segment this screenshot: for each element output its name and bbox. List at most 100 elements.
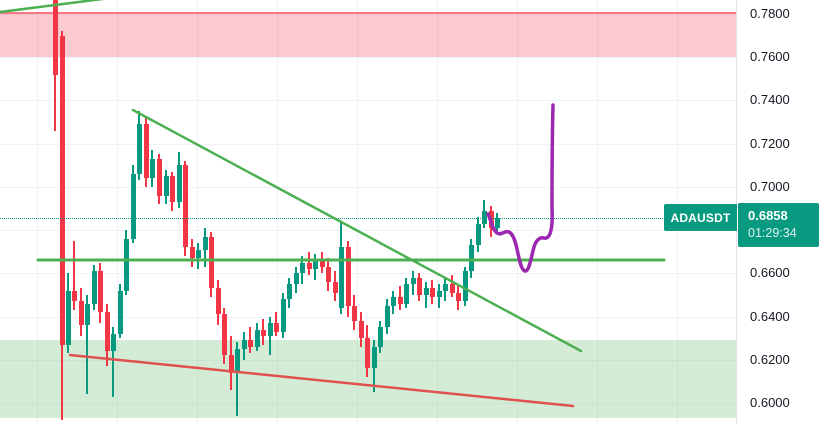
- chart-plot-area[interactable]: [0, 0, 737, 424]
- price-axis-label: 0.6400: [750, 308, 790, 324]
- candle-up: [377, 327, 383, 347]
- price-axis-label: 0.7000: [750, 178, 790, 194]
- candle-up: [65, 290, 71, 345]
- vertical-gridline: [517, 0, 518, 424]
- vertical-gridline: [357, 0, 358, 424]
- candle-up: [371, 346, 377, 369]
- candle-up: [286, 284, 292, 300]
- candle-down: [156, 158, 162, 196]
- candle-down: [260, 329, 266, 336]
- candle-wick: [425, 281, 427, 308]
- horizontal-gridline: [0, 403, 736, 404]
- candle-down: [325, 266, 331, 282]
- candle-up: [390, 297, 396, 306]
- candle-down: [208, 236, 214, 289]
- price-axis-label: 0.7600: [750, 49, 790, 65]
- price-axis-label: 0.7200: [750, 135, 790, 151]
- horizontal-gridline: [0, 186, 736, 188]
- candle-down: [247, 340, 253, 347]
- candle-down: [273, 323, 279, 332]
- vertical-gridline: [277, 0, 278, 424]
- candle-up: [110, 333, 116, 352]
- candle-up: [338, 247, 344, 308]
- candle-down: [71, 290, 77, 302]
- candle-down: [416, 277, 422, 295]
- candle-up: [241, 340, 247, 349]
- horizontal-gridline: [0, 14, 736, 15]
- current-price-line: [0, 217, 736, 219]
- price-axis-label: 0.7400: [750, 92, 790, 108]
- candle-up: [195, 249, 201, 259]
- candle-up: [312, 260, 318, 269]
- candle-down: [351, 305, 357, 321]
- vertical-gridline: [117, 0, 118, 424]
- symbol-tag: ADAUSDT: [664, 204, 737, 231]
- candle-wick: [236, 342, 238, 416]
- price-axis-label: 0.6200: [750, 351, 790, 367]
- candle-down: [143, 124, 149, 179]
- candle-up: [423, 288, 429, 295]
- symbol-tag-label: ADAUSDT: [670, 210, 731, 225]
- last-price-badge: 0.6858 01:29:34: [738, 203, 819, 247]
- ascending-trendline-top-left[interactable]: [0, 0, 118, 14]
- candle-down: [319, 260, 325, 267]
- candle-down: [306, 262, 312, 269]
- vertical-gridline: [437, 0, 438, 424]
- candle-down: [345, 247, 351, 306]
- candle-up: [442, 284, 448, 291]
- bar-countdown: 01:29:34: [748, 226, 797, 240]
- horizontal-gridline: [0, 100, 736, 102]
- candle-up: [462, 271, 468, 302]
- candle-wick: [86, 294, 88, 395]
- candle-down: [215, 288, 221, 315]
- price-axis-label: 0.6000: [750, 395, 790, 410]
- candle-down: [59, 35, 65, 345]
- vertical-gridline: [597, 0, 598, 424]
- horizontal-gridline: [0, 316, 736, 318]
- candle-up: [117, 290, 123, 334]
- candle-down: [429, 288, 435, 298]
- horizontal-gridline: [0, 273, 736, 275]
- candle-down: [449, 284, 455, 293]
- candle-down: [52, 0, 58, 75]
- candle-down: [332, 281, 338, 293]
- candle-down: [358, 320, 364, 339]
- candle-up: [280, 299, 286, 332]
- horizontal-gridline: [0, 230, 736, 232]
- descending-trendline[interactable]: [131, 108, 583, 353]
- candle-up: [436, 290, 442, 298]
- candle-up: [202, 236, 208, 250]
- candle-up: [384, 305, 390, 328]
- supply-zone[interactable]: [0, 11, 736, 58]
- candle-up: [84, 303, 90, 326]
- last-price-value: 0.6858: [748, 208, 788, 223]
- candle-wick: [269, 316, 271, 356]
- candle-down: [97, 271, 103, 313]
- candle-up: [403, 284, 409, 304]
- candle-up: [475, 223, 481, 246]
- candle-down: [228, 355, 234, 373]
- candle-down: [104, 312, 110, 352]
- candle-up: [163, 176, 169, 196]
- horizontal-gridline: [0, 57, 736, 59]
- candle-wick: [73, 240, 75, 311]
- price-axis-label: 0.6600: [750, 265, 790, 281]
- candle-down: [397, 297, 403, 304]
- candle-up: [123, 238, 129, 291]
- candle-down: [221, 314, 227, 356]
- candle-down: [182, 165, 188, 248]
- candle-down: [169, 176, 175, 202]
- drawings-overlay[interactable]: [0, 0, 737, 424]
- lower-descending-trendline[interactable]: [68, 353, 575, 408]
- candle-up: [176, 165, 182, 202]
- candle-up: [494, 217, 500, 228]
- candle-up: [130, 173, 136, 239]
- candle-wick: [112, 327, 114, 397]
- price-axis-label: 0.7800: [750, 6, 790, 21]
- candle-up: [254, 329, 260, 347]
- purple-projection-path[interactable]: [486, 103, 555, 273]
- candle-up: [267, 323, 273, 336]
- candle-up: [136, 124, 142, 174]
- candle-up: [299, 262, 305, 274]
